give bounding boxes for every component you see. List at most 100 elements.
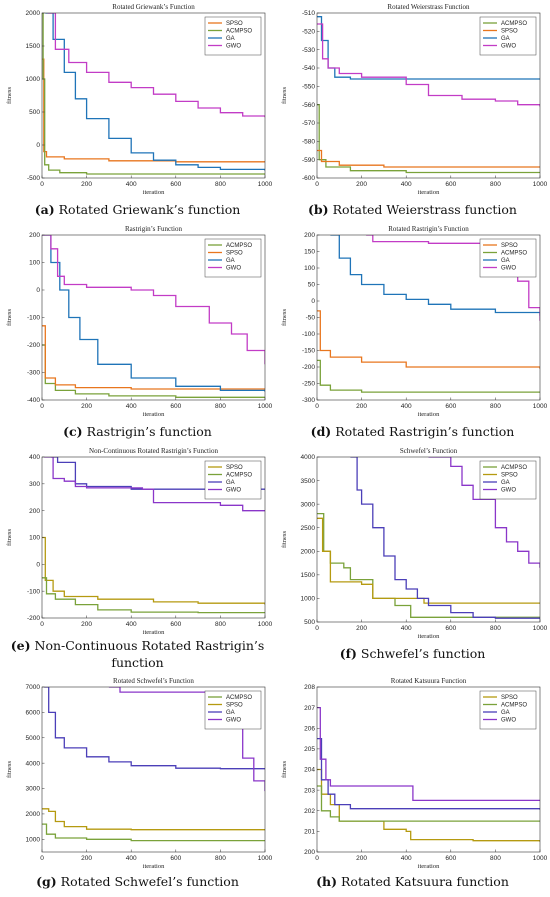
x-tick-label: 1000: [533, 181, 548, 188]
y-tick-label: -520: [302, 29, 315, 36]
x-axis-label: iteration: [143, 411, 165, 418]
series-line-ga: [45, 13, 265, 171]
series-group: [317, 235, 540, 393]
x-axis-label: iteration: [418, 189, 440, 196]
y-tick-label: -200: [302, 364, 315, 371]
caption-d: (d) Rotated Rastrigin’s function: [275, 423, 550, 440]
legend-label: GA: [226, 258, 235, 264]
x-tick-label: 800: [490, 181, 501, 188]
x-tick-label: 0: [40, 403, 44, 410]
chart-svg-a: Rotated Griewank’s Function 0 200 400 600 800…: [6, 3, 273, 196]
caption-text: Rotated Weierstrass function: [332, 202, 517, 217]
x-tick-label: 0: [40, 855, 44, 862]
chart-title: Rotated Weierstrass Function: [387, 3, 470, 11]
x-tick-label: 600: [170, 181, 181, 188]
x-tick-label: 400: [401, 403, 412, 410]
legend-label: SPSO: [501, 695, 518, 701]
caption-label: (h): [316, 874, 338, 889]
y-tick-label: -300: [27, 370, 40, 377]
y-tick-label: -200: [27, 615, 40, 622]
legend-label: GWO: [226, 266, 241, 272]
series-line-spso: [42, 536, 265, 605]
y-tick-label: 1500: [26, 43, 41, 50]
caption-label: (a): [34, 202, 55, 217]
series-line-acmpso: [317, 359, 540, 393]
legend-label: ACMPSO: [501, 251, 527, 257]
legend-label: GWO: [501, 266, 516, 272]
y-tick-label: 200: [304, 849, 315, 856]
x-tick-label: 400: [126, 181, 137, 188]
y-tick-label: 2000: [26, 811, 41, 818]
y-tick-label: 3000: [26, 786, 41, 793]
y-tick-label: -100: [27, 315, 40, 322]
caption-label: (f): [339, 646, 357, 661]
legend-label: GA: [501, 36, 510, 42]
y-tick-label: 4000: [301, 454, 316, 461]
series-line-ga: [330, 235, 540, 316]
caption-text: Rotated Katsuura function: [341, 874, 509, 889]
caption-f: (f) Schwefel’s function: [275, 645, 550, 662]
y-tick-label: 207: [304, 705, 315, 712]
x-tick-label: 600: [445, 403, 456, 410]
series-group: [42, 457, 265, 614]
legend-label: ACMPSO: [226, 473, 252, 479]
x-tick-label: 0: [40, 181, 44, 188]
series-line-gwo: [428, 457, 540, 568]
series-line-acmpso: [42, 344, 265, 398]
x-tick-label: 1000: [533, 855, 548, 862]
y-tick-label: 500: [304, 619, 315, 626]
x-tick-label: 0: [315, 625, 319, 632]
x-tick-label: 800: [490, 403, 501, 410]
y-tick-label: -100: [27, 588, 40, 595]
x-tick-label: 600: [445, 181, 456, 188]
y-tick-label: 208: [304, 684, 315, 691]
chart-svg-f: Schwefel’s Function 0 200 400 600 800 1000 500 1…: [281, 447, 548, 640]
legend-label: GWO: [226, 718, 241, 724]
x-tick-label: 200: [81, 181, 92, 188]
y-tick-label: -200: [27, 342, 40, 349]
y-tick-label: 204: [304, 767, 315, 774]
x-axis-label: iteration: [143, 863, 165, 870]
chart-panel-c: Rastrigin’s Function 0 200 400 600 800 1000 -40…: [0, 222, 275, 439]
series-line-acmpso: [42, 823, 265, 842]
plot-frame: [316, 12, 541, 179]
chart-title: Rotated Katsuura Function: [391, 677, 467, 685]
y-tick-label: 6000: [26, 710, 41, 717]
legend-label: SPSO: [501, 29, 518, 35]
y-tick-label: 50: [308, 282, 316, 289]
x-tick-label: 800: [490, 625, 501, 632]
series-line-ga: [317, 737, 540, 810]
legend-label: GA: [501, 480, 510, 486]
y-tick-label: 3500: [301, 478, 316, 485]
y-tick-label: 201: [304, 829, 315, 836]
caption-a: (a) Rotated Griewank’s function: [0, 201, 275, 218]
x-tick-label: 0: [315, 403, 319, 410]
legend-label: SPSO: [226, 251, 243, 257]
y-tick-label: 200: [29, 508, 40, 515]
x-axis-label: iteration: [143, 629, 165, 636]
caption-text: Rastrigin’s function: [86, 424, 212, 439]
caption-c: (c) Rastrigin’s function: [0, 423, 275, 440]
legend-label: ACMPSO: [501, 703, 527, 709]
x-axis-label: iteration: [418, 633, 440, 640]
y-axis-label: fitness: [6, 761, 13, 778]
legend-label: GA: [501, 710, 510, 716]
legend-label: GWO: [501, 488, 516, 494]
chart-title: Non-Continuous Rotated Rastrigin’s Funct…: [89, 447, 218, 455]
series-line-ga: [42, 235, 265, 392]
y-tick-label: 100: [29, 260, 40, 267]
legend-label: GA: [501, 258, 510, 264]
legend-label: ACMPSO: [501, 465, 527, 471]
y-tick-label: 2500: [301, 525, 316, 532]
series-line-acmpso: [42, 577, 265, 614]
x-tick-label: 0: [315, 855, 319, 862]
legend-label: SPSO: [501, 243, 518, 249]
y-tick-label: 1500: [301, 572, 316, 579]
x-tick-label: 800: [215, 403, 226, 410]
legend-label: SPSO: [226, 465, 243, 471]
series-line-gwo: [47, 13, 265, 118]
x-axis-label: iteration: [143, 189, 165, 196]
y-tick-label: -550: [302, 84, 315, 91]
chart-panel-b: Rotated Weierstrass Function 0 200 400 600 80…: [275, 0, 550, 217]
